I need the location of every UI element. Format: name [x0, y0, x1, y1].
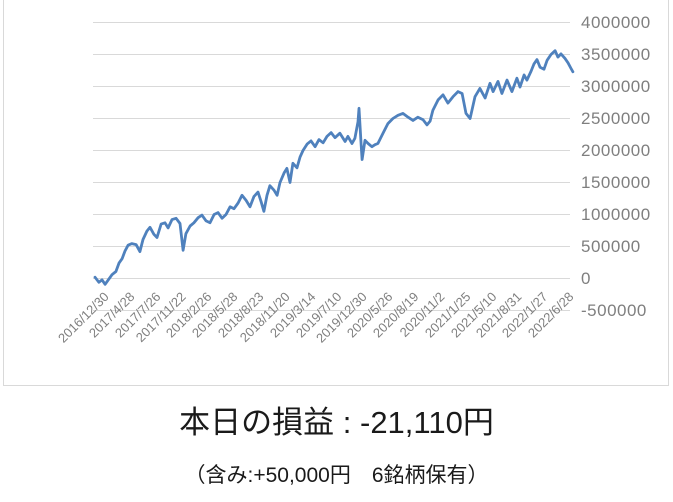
y-axis-tick-label: -500000 — [581, 300, 647, 320]
y-axis-tick-label: 1500000 — [581, 172, 651, 192]
today-profit-loss-text: 本日の損益 : -21,110円 — [179, 405, 494, 440]
y-axis-tick-label: 0 — [581, 268, 591, 288]
y-axis-tick-label: 3000000 — [581, 76, 651, 96]
unrealized-profit-text: （含み:+50,000円 6銘柄保有） — [184, 464, 489, 487]
y-axis-tick-label: 500000 — [581, 236, 641, 256]
y-axis-tick-label: 1000000 — [581, 204, 651, 224]
chart-frame — [3, 0, 669, 386]
y-axis-tick-label: 2500000 — [581, 108, 651, 128]
y-axis-tick-label: 4000000 — [581, 12, 651, 32]
profit-series-line — [93, 49, 575, 286]
y-axis-tick-label: 2000000 — [581, 140, 651, 160]
y-axis-tick-label: 3500000 — [581, 44, 651, 64]
